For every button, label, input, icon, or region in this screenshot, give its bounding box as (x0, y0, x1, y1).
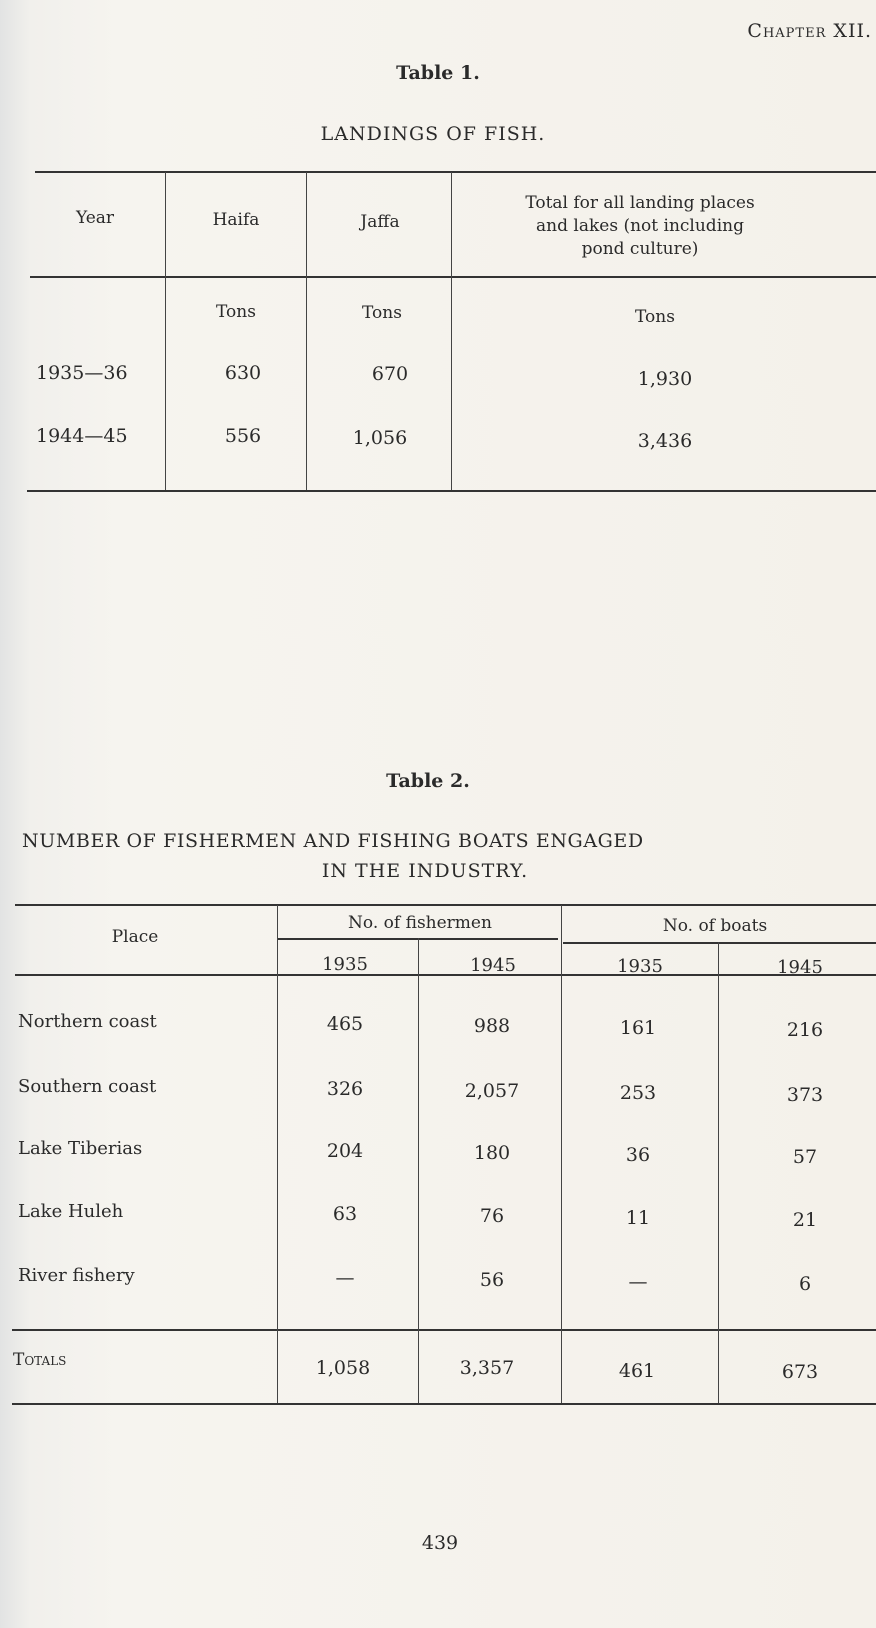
column-header-haifa: Haifa (212, 210, 260, 230)
cell-year: 1935—36 (36, 362, 128, 384)
table1-title: LANDINGS OF FISH. (320, 123, 546, 145)
unit-label: Tons (362, 303, 402, 323)
place-cell: Lake Huleh (18, 1201, 124, 1222)
value-cell: — (628, 1271, 648, 1293)
unit-label: Tons (216, 302, 256, 322)
total-cell: 673 (781, 1361, 819, 1383)
value-cell: 36 (625, 1144, 651, 1166)
column-header-place: Place (111, 927, 159, 947)
value-cell: 21 (792, 1209, 818, 1231)
page-number: 439 (421, 1532, 459, 1554)
cell-total: 3,436 (637, 430, 693, 452)
cell-jaffa: 1,056 (352, 427, 408, 449)
column-header-total: and lakes (not including (536, 216, 744, 236)
unit-label: Tons (635, 307, 675, 327)
column-header-year: 1945 (470, 955, 516, 976)
value-cell: 161 (619, 1017, 657, 1039)
column-header-year: 1935 (322, 954, 368, 975)
total-cell: 1,058 (315, 1357, 371, 1379)
column-header-total: Total for all landing places (525, 193, 755, 213)
column-group-boats: No. of boats (662, 916, 768, 936)
value-cell: 326 (326, 1078, 364, 1100)
cell-year: 1944—45 (36, 425, 128, 447)
column-divider (277, 905, 279, 1403)
cell-haifa: 630 (224, 362, 262, 384)
column-divider (451, 172, 453, 490)
value-cell: 988 (473, 1015, 511, 1037)
table2-label: Table 2. (386, 770, 470, 792)
table2-title: NUMBER OF FISHERMEN AND FISHING BOATS EN… (22, 830, 644, 852)
column-divider (561, 905, 563, 1403)
totals-label: Totals (13, 1350, 67, 1370)
column-divider (718, 942, 720, 1403)
total-cell: 461 (618, 1360, 656, 1382)
value-cell: 465 (326, 1013, 364, 1035)
value-cell: 204 (326, 1140, 364, 1162)
value-cell: 216 (786, 1019, 824, 1041)
column-group-fishermen: No. of fishermen (348, 913, 492, 933)
value-cell: 63 (332, 1203, 358, 1225)
rule (27, 490, 876, 492)
table2-title: IN THE INDUSTRY. (321, 860, 529, 882)
place-cell: Northern coast (18, 1011, 157, 1032)
column-divider (306, 172, 308, 490)
rule (15, 974, 876, 976)
cell-haifa: 556 (224, 425, 262, 447)
place-cell: River fishery (18, 1265, 135, 1286)
rule (15, 904, 876, 906)
column-header-total: pond culture) (581, 239, 699, 259)
column-divider (418, 938, 420, 1403)
value-cell: 180 (473, 1142, 511, 1164)
cell-total: 1,930 (637, 368, 693, 390)
rule (35, 171, 876, 173)
column-header-jaffa: Jaffa (360, 212, 400, 232)
value-cell: 11 (625, 1207, 651, 1229)
rule (12, 1329, 876, 1331)
rule (563, 942, 876, 944)
value-cell: 373 (786, 1084, 824, 1106)
cell-jaffa: 670 (371, 363, 409, 385)
chapter-heading: Chapter XII. (747, 20, 872, 42)
value-cell: 2,057 (464, 1080, 520, 1102)
value-cell: 6 (798, 1273, 812, 1295)
value-cell: 56 (479, 1269, 505, 1291)
value-cell: 57 (792, 1146, 818, 1168)
table1-label: Table 1. (396, 62, 480, 84)
column-header-year: 1945 (777, 957, 823, 978)
place-cell: Southern coast (18, 1076, 157, 1097)
place-cell: Lake Tiberias (18, 1138, 143, 1159)
column-header-year: 1935 (617, 956, 663, 977)
column-header-year: Year (75, 208, 115, 228)
value-cell: 76 (479, 1205, 505, 1227)
value-cell: — (335, 1267, 355, 1289)
column-divider (165, 172, 167, 490)
value-cell: 253 (619, 1082, 657, 1104)
rule (12, 1403, 876, 1405)
rule (30, 276, 876, 278)
total-cell: 3,357 (459, 1357, 515, 1379)
